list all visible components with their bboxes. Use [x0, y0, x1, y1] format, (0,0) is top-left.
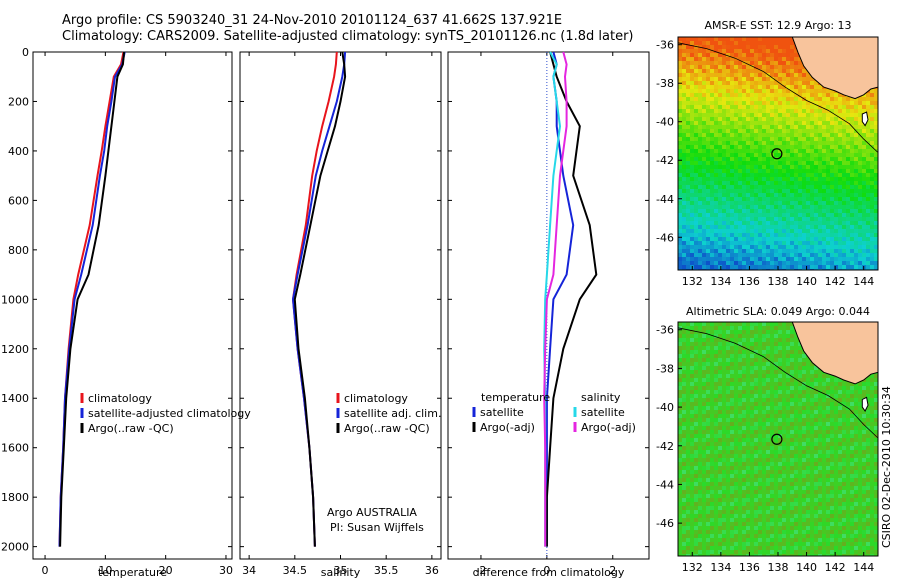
legend-salinity: climatology satellite adj. clim. Argo(..ra…	[327, 392, 441, 534]
x-tick-label: 30	[219, 564, 233, 577]
argo-float-marker	[771, 148, 783, 160]
shelf-line	[678, 327, 878, 439]
king-island	[861, 111, 869, 127]
panel-2: 34 34.5 35 35.5 36 salinity	[239, 51, 442, 579]
lon-tick-label: 134	[710, 275, 731, 288]
y-tick-label: 1000	[1, 293, 29, 306]
x-tick-label: 35	[334, 564, 348, 577]
argo-float-marker	[771, 433, 783, 445]
sla-map-title: Altimetric SLA: 0.049 Argo: 0.044	[685, 305, 870, 318]
sla-field	[678, 322, 878, 556]
lat-tick-label: -38	[656, 77, 674, 90]
legend-item-label: satellite	[581, 406, 625, 419]
lon-tick-label: 138	[768, 561, 789, 574]
legend-temperature: climatology satellite-adjusted climatolog…	[80, 392, 251, 435]
x-tick-label: 34	[242, 564, 256, 577]
lon-tick-label: 136	[739, 275, 760, 288]
lat-tick-label: -44	[656, 193, 674, 206]
y-tick-label: 200	[8, 95, 29, 108]
sst-map-title: AMSR-E SST: 12.9 Argo: 13	[704, 19, 852, 32]
lon-tick-label: 132	[682, 561, 703, 574]
lon-tick-label: 134	[710, 561, 731, 574]
x-axis-label: salinity	[321, 566, 361, 579]
timestamp-stamp: CSIRO 02-Dec-2010 10:30:34	[880, 386, 893, 548]
lon-tick-label: 140	[796, 275, 817, 288]
lon-tick-label: 142	[825, 561, 846, 574]
series-line-4	[543, 51, 568, 547]
x-tick-label: 35.5	[374, 564, 399, 577]
lon-tick-label: 132	[682, 275, 703, 288]
lat-tick-label: -38	[656, 362, 674, 375]
y-tick-label: 1200	[1, 343, 29, 356]
series-line-3	[293, 51, 347, 547]
lat-tick-label: -40	[656, 401, 674, 414]
series-line-3	[59, 51, 126, 547]
sla-map: -36 -38 -40 -42 -44 -46 132 134 136 138 140 142 144	[656, 321, 879, 574]
legend-item-label: climatology	[344, 392, 408, 405]
x-tick-label: 34.5	[283, 564, 308, 577]
y-tick-label: 1800	[1, 491, 29, 504]
lon-tick-label: 136	[739, 561, 760, 574]
x-axis-label: difference from climatology	[473, 566, 625, 579]
x-axis-label: temperature	[98, 566, 167, 579]
lat-tick-label: -36	[656, 324, 674, 337]
y-tick-label: 1400	[1, 392, 29, 405]
lat-tick-label: -46	[656, 517, 674, 530]
lat-tick-label: -42	[656, 440, 674, 453]
series-line-2	[545, 51, 598, 547]
legend-difference: temperature satellite Argo(-adj) salinity sa…	[472, 391, 636, 434]
lat-tick-label: -40	[656, 116, 674, 129]
lat-tick-label: -44	[656, 478, 674, 491]
plot-frame	[239, 51, 442, 560]
y-tick-label: 600	[8, 194, 29, 207]
legend-heading-temperature: temperature	[481, 391, 550, 404]
legend-item-label: climatology	[88, 392, 152, 405]
lat-tick-label: -46	[656, 231, 674, 244]
y-tick-label: 800	[8, 244, 29, 257]
x-tick-label: 0	[543, 564, 550, 577]
lat-tick-label: -42	[656, 154, 674, 167]
legend-item-label: Argo(..raw -QC)	[344, 422, 430, 435]
lon-tick-label: 142	[825, 275, 846, 288]
y-tick-label: 2000	[1, 541, 29, 554]
legend-item-label: Argo(-adj)	[581, 421, 636, 434]
legend-item-label: satellite-adjusted climatology	[88, 407, 251, 420]
x-tick-label: 10	[98, 564, 112, 577]
y-tick-label: 1600	[1, 442, 29, 455]
program-annotation: Argo AUSTRALIA	[327, 506, 417, 519]
lon-tick-label: 138	[768, 275, 789, 288]
x-tick-label: 0	[42, 564, 49, 577]
x-tick-label: -2	[475, 564, 486, 577]
figure-title-line1: Argo profile: CS 5903240_31 24-Nov-2010 …	[62, 13, 563, 28]
legend-heading-salinity: salinity	[581, 391, 621, 404]
legend-item-label: Argo(-adj)	[480, 421, 535, 434]
x-tick-label: 20	[159, 564, 173, 577]
legend-item-label: satellite adj. clim.	[344, 407, 441, 420]
lat-tick-label: -36	[656, 39, 674, 52]
x-tick-label: 36	[425, 564, 439, 577]
pi-annotation: PI: Susan Wijffels	[330, 521, 424, 534]
lon-tick-label: 140	[796, 561, 817, 574]
king-island	[861, 396, 869, 412]
mainland	[791, 37, 878, 100]
legend-item-label: Argo(..raw -QC)	[88, 422, 174, 435]
lon-tick-label: 144	[853, 561, 874, 574]
shelf-line	[678, 42, 878, 153]
plot-frame	[32, 51, 233, 560]
sst-map: -36 -38 -40 -42 -44 -46 132 134 136 138 140 142 144	[656, 36, 879, 288]
y-tick-label: 0	[22, 46, 29, 59]
y-tick-label: 400	[8, 145, 29, 158]
sst-field	[678, 37, 878, 270]
lon-tick-label: 144	[853, 275, 874, 288]
panel-1: 0 10 20 30 temperature 0 200 400 600 800 1000 1200 1…	[1, 46, 233, 579]
mainland	[791, 322, 878, 385]
x-tick-label: 2	[609, 564, 616, 577]
figure-title-line2: Climatology: CARS2009. Satellite-adjuste…	[62, 29, 634, 44]
legend-item-label: satellite	[480, 406, 524, 419]
